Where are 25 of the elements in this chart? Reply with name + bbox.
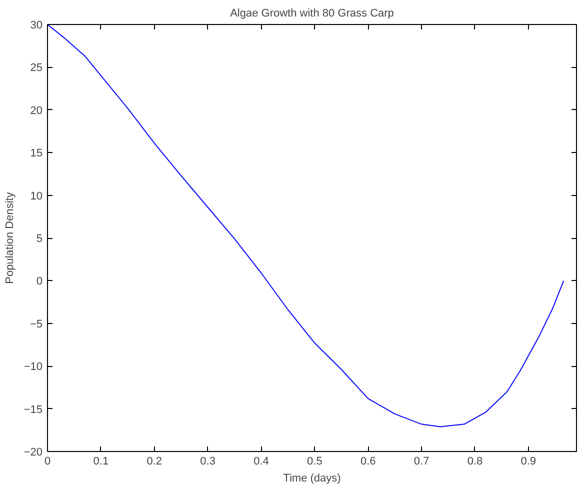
chart-title: Algae Growth with 80 Grass Carp — [230, 8, 394, 20]
x-tick-label: 0.1 — [93, 456, 109, 468]
y-tick-label: 15 — [30, 148, 43, 160]
y-tick-label: 0 — [36, 276, 43, 288]
y-tick-label: −20 — [24, 446, 43, 458]
x-tick-label: 0.8 — [467, 456, 483, 468]
y-tick-label: −10 — [24, 361, 43, 374]
y-tick-label: 20 — [30, 104, 43, 117]
x-axis-title: Time (days) — [283, 472, 341, 484]
y-tick-label: −15 — [24, 404, 43, 416]
x-tick-label: 0 — [44, 456, 51, 468]
x-tick-label: 0.4 — [254, 456, 269, 468]
x-tick-label: 0.6 — [360, 456, 376, 468]
line-series — [48, 24, 564, 428]
y-axis-title: Population Density — [4, 192, 16, 284]
x-tick-label: 0.5 — [307, 456, 322, 468]
x-tick-label: 0.2 — [146, 456, 162, 468]
y-tick-label: 30 — [30, 20, 43, 32]
y-tick-label: 5 — [36, 233, 43, 245]
y-tick-label: −5 — [30, 318, 43, 330]
x-tick-label: 0.9 — [520, 456, 536, 468]
x-tick-label: 0.3 — [200, 456, 216, 468]
y-tick-label: 25 — [30, 62, 43, 74]
y-tick-label: 10 — [30, 190, 43, 202]
x-tick-label: 0.7 — [414, 456, 430, 468]
